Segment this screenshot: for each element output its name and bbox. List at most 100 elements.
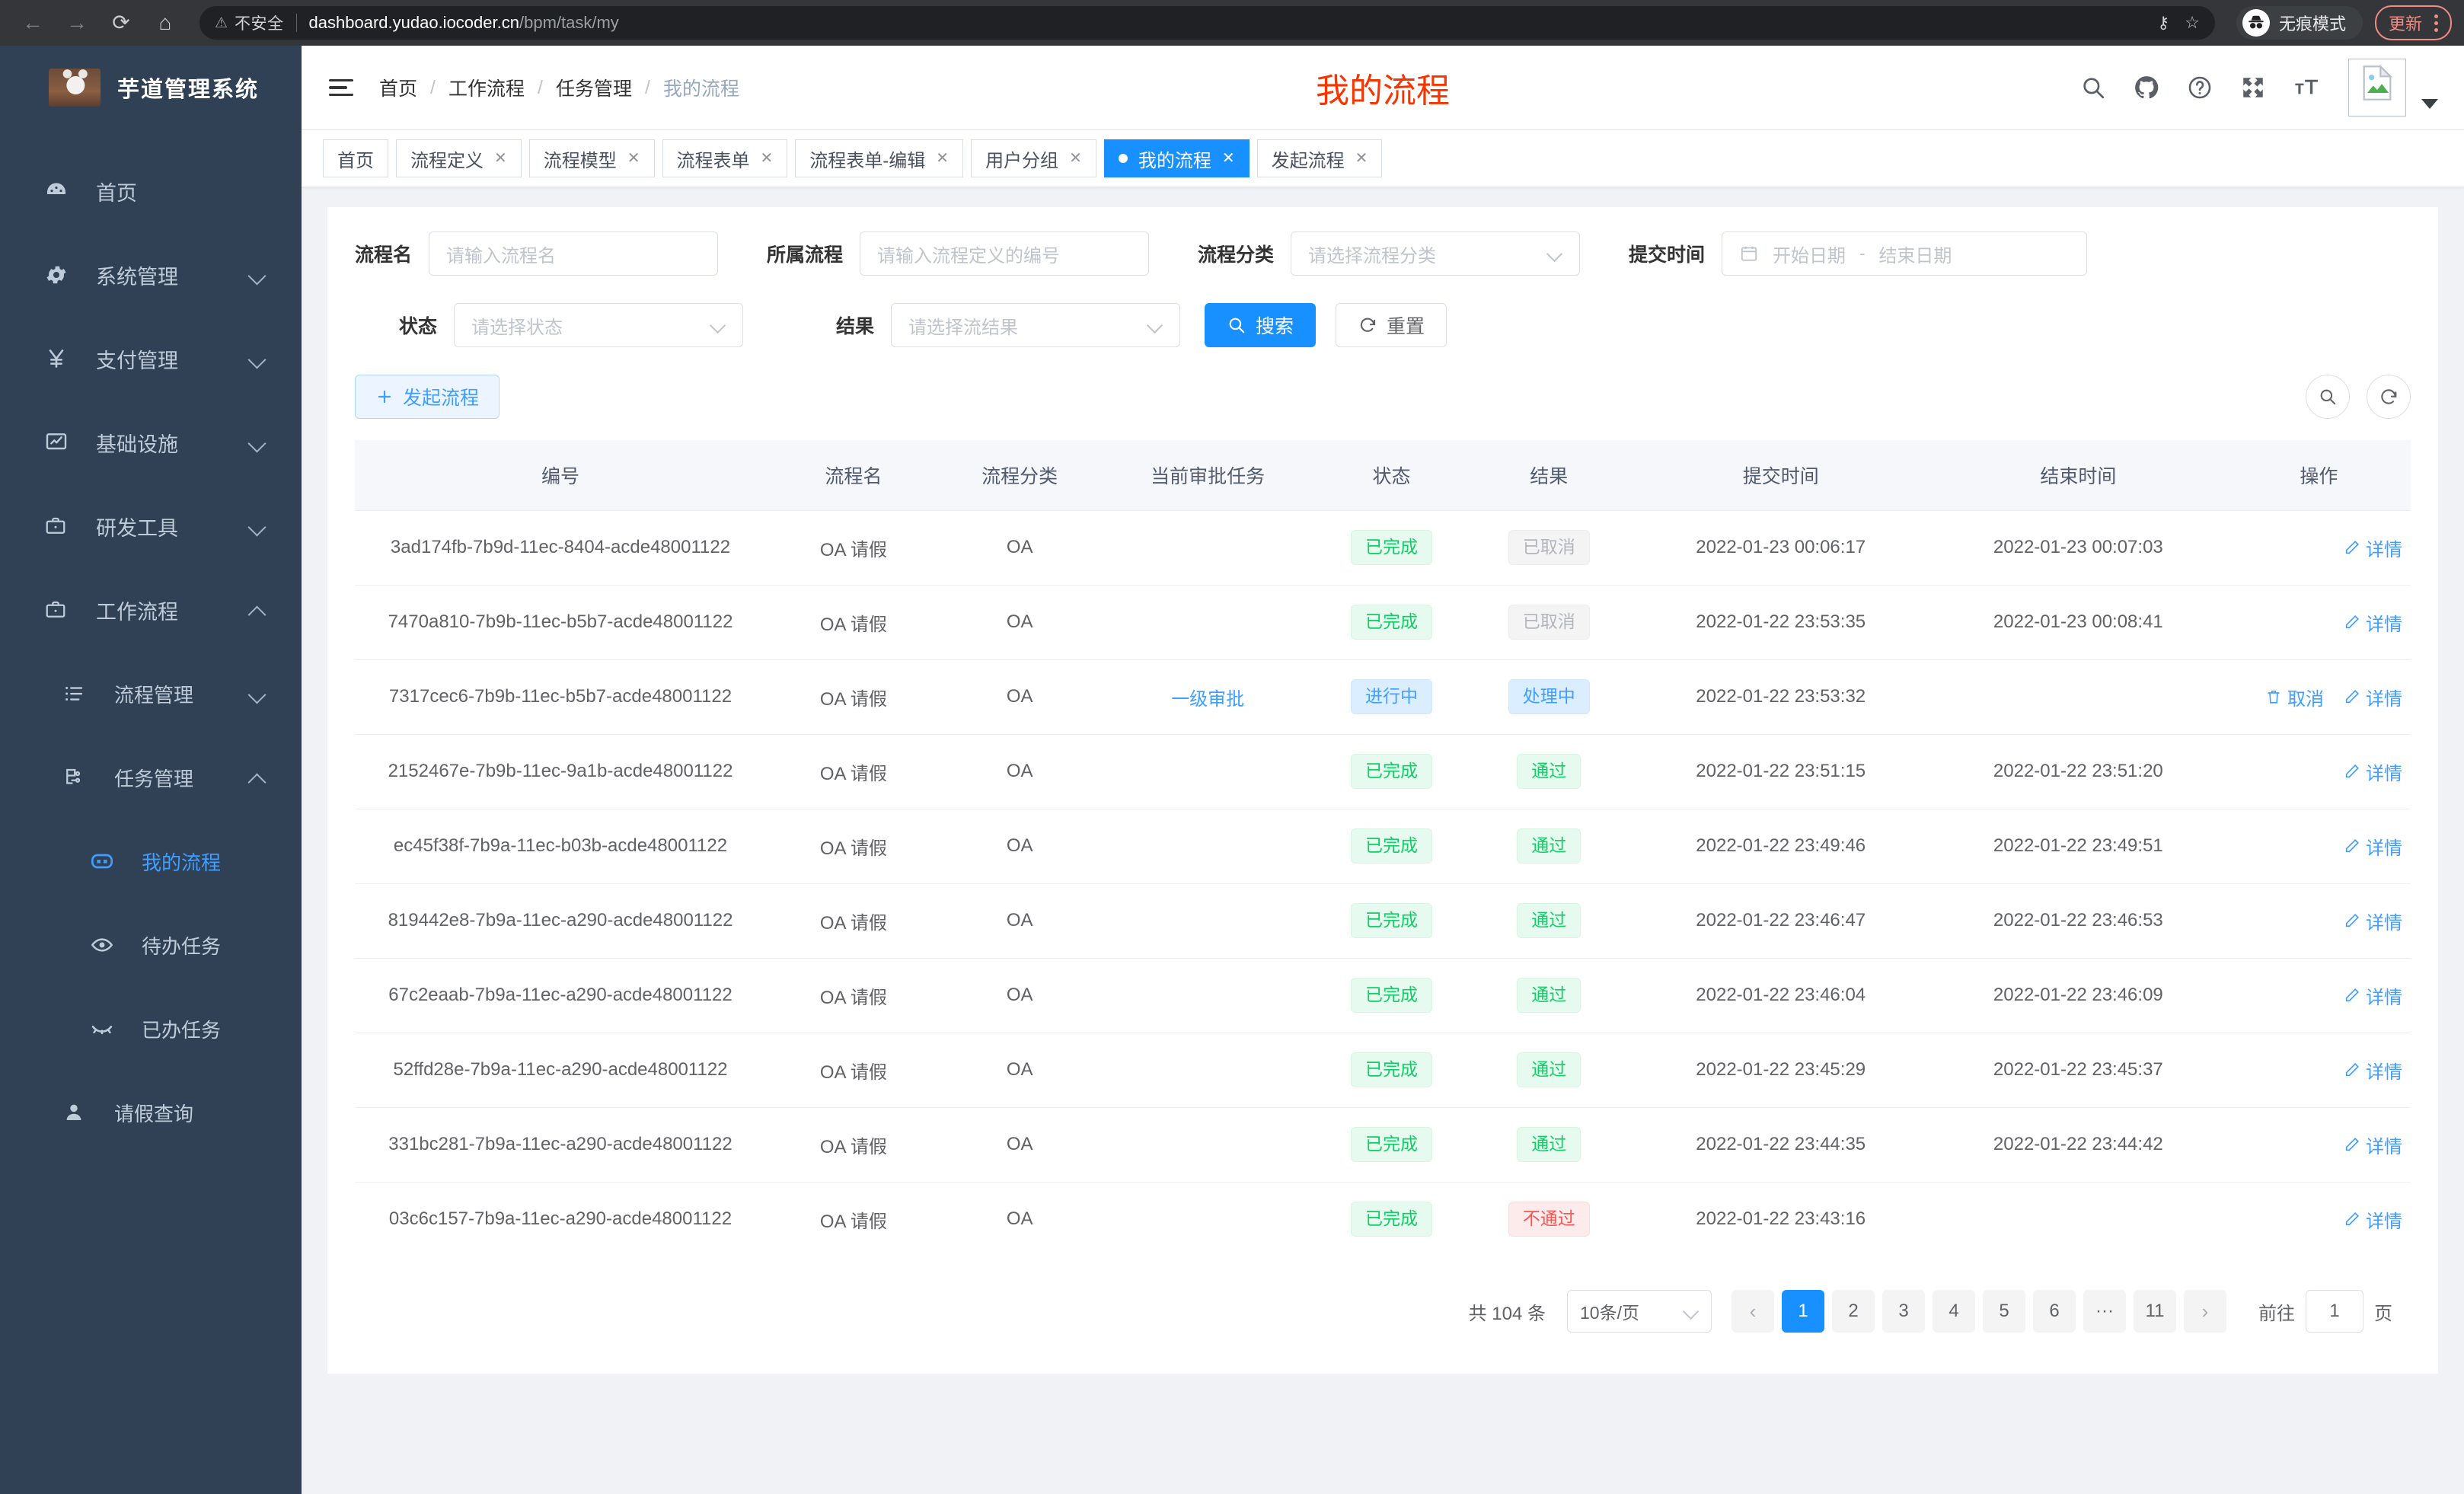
chevron-down-icon[interactable] <box>2421 99 2438 109</box>
close-icon[interactable]: ✕ <box>1069 150 1082 167</box>
process-name-input[interactable]: 请输入流程名 <box>429 231 719 276</box>
table-row[interactable]: 03c6c157-7b9a-11ec-a290-acde48001122 OA 请… <box>355 1182 2411 1256</box>
table-row[interactable]: 7317cec6-7b9b-11ec-b5b7-acde48001122 OA 请… <box>355 659 2411 735</box>
back-icon[interactable]: ← <box>22 11 43 34</box>
help-icon[interactable] <box>2187 75 2213 101</box>
page-button-3[interactable]: 3 <box>1882 1290 1925 1333</box>
update-button[interactable]: 更新 <box>2374 5 2452 40</box>
address-bar[interactable]: ⚠ 不安全 dashboard.yudao.iocoder.cn/bpm/tas… <box>199 6 2215 40</box>
table-row[interactable]: ec45f38f-7b9a-11ec-b03b-acde48001122 OA 请… <box>355 809 2411 884</box>
op-detail-button[interactable]: 详情 <box>2344 833 2402 860</box>
home-icon[interactable]: ⌂ <box>158 11 172 34</box>
op-detail-button[interactable]: 详情 <box>2344 982 2402 1009</box>
tab-process-model[interactable]: 流程模型 ✕ <box>528 139 655 177</box>
close-icon[interactable]: ✕ <box>627 150 640 167</box>
trash-icon <box>2265 688 2282 705</box>
status-select[interactable]: 请选择状态 <box>454 303 743 347</box>
sidebar-item-my-process[interactable]: 我的流程 <box>0 819 302 903</box>
op-detail-button[interactable]: 详情 <box>2344 535 2402 561</box>
incognito-indicator[interactable]: 无痕模式 <box>2236 6 2363 40</box>
breadcrumb-item[interactable]: 工作流程 <box>448 78 525 100</box>
table-row[interactable]: 67c2eaab-7b9a-11ec-a290-acde48001122 OA 请… <box>355 958 2411 1033</box>
breadcrumb-item[interactable]: 任务管理 <box>555 78 632 100</box>
refresh-icon[interactable] <box>2367 375 2411 419</box>
page-button-5[interactable]: 5 <box>1983 1290 2025 1333</box>
sidebar-item-task-manage[interactable]: 任务管理 <box>0 736 302 819</box>
result-select[interactable]: 请选择流结果 <box>891 303 1180 347</box>
sidebar-item-home[interactable]: 首页 <box>0 149 302 233</box>
table-row[interactable]: 2152467e-7b9b-11ec-9a1b-acde48001122 OA 请… <box>355 734 2411 809</box>
table-row[interactable]: 3ad174fb-7b9d-11ec-8404-acde48001122 OA 请… <box>355 510 2411 586</box>
close-icon[interactable]: ✕ <box>1221 150 1235 167</box>
close-icon[interactable]: ✕ <box>760 150 774 167</box>
cell-category: OA <box>940 659 1099 735</box>
tab-process-definition[interactable]: 流程定义 ✕ <box>396 139 522 177</box>
sidebar-item-todo-task[interactable]: 待办任务 <box>0 903 302 987</box>
close-icon[interactable]: ✕ <box>1355 150 1368 167</box>
op-detail-button[interactable]: 详情 <box>2344 609 2402 636</box>
search-icon[interactable] <box>2080 75 2106 101</box>
page-button-11[interactable]: 11 <box>2134 1290 2176 1333</box>
breadcrumb-item[interactable]: 首页 <box>379 78 418 100</box>
close-icon[interactable]: ✕ <box>494 150 507 167</box>
op-cancel-button[interactable]: 取消 <box>2265 684 2324 710</box>
create-process-button[interactable]: 发起流程 <box>355 375 500 419</box>
goto-page-input[interactable]: 1 <box>2306 1290 2363 1333</box>
page-button-6[interactable]: 6 <box>2033 1290 2076 1333</box>
current-task-link[interactable]: 一级审批 <box>1171 688 1245 710</box>
sidebar-item-workflow[interactable]: 工作流程 <box>0 568 302 652</box>
sidebar-item-infra[interactable]: 基础设施 <box>0 401 302 484</box>
tab-process-form-edit[interactable]: 流程表单-编辑 ✕ <box>795 139 964 177</box>
reset-button[interactable]: 重置 <box>1336 303 1447 347</box>
tab-process-form[interactable]: 流程表单 ✕ <box>662 139 788 177</box>
sidebar-item-process-manage[interactable]: 流程管理 <box>0 652 302 736</box>
page-size-select[interactable]: 10条/页 <box>1567 1290 1712 1333</box>
page-button-1[interactable]: 1 <box>1782 1290 1824 1333</box>
op-detail-button[interactable]: 详情 <box>2344 1057 2402 1084</box>
submit-time-daterange[interactable]: 开始日期 - 结束日期 <box>1722 231 2088 276</box>
github-icon[interactable] <box>2134 75 2159 101</box>
tab-my-process[interactable]: 我的流程 ✕ <box>1103 139 1250 177</box>
cell-end-time <box>1929 1182 2227 1256</box>
avatar[interactable] <box>2348 59 2406 117</box>
page-button-2[interactable]: 2 <box>1832 1290 1875 1333</box>
op-detail-button[interactable]: 详情 <box>2344 1206 2402 1233</box>
star-icon[interactable]: ☆ <box>2185 13 2200 32</box>
cell-result: 通过 <box>1466 809 1633 884</box>
close-icon[interactable]: ✕ <box>936 150 950 167</box>
tab-home[interactable]: 首页 <box>323 139 388 177</box>
fullscreen-icon[interactable] <box>2240 75 2266 101</box>
reload-icon[interactable]: ⟳ <box>112 11 130 34</box>
sidebar-item-done-task[interactable]: 已办任务 <box>0 987 302 1071</box>
op-detail-button[interactable]: 详情 <box>2344 758 2402 785</box>
font-size-icon[interactable] <box>2293 75 2321 101</box>
tab-start-process[interactable]: 发起流程 ✕ <box>1256 139 1383 177</box>
tab-user-group[interactable]: 用户分组 ✕ <box>971 139 1096 177</box>
table-row[interactable]: 7470a810-7b9b-11ec-b5b7-acde48001122 OA 请… <box>355 585 2411 660</box>
op-detail-button[interactable]: 详情 <box>2344 1132 2402 1158</box>
search-icon[interactable] <box>2306 375 2350 419</box>
sidebar-item-system[interactable]: 系统管理 <box>0 233 302 317</box>
sidebar-logo[interactable]: 芋道管理系统 <box>0 46 302 129</box>
sidebar-item-devtools[interactable]: 研发工具 <box>0 484 302 568</box>
forward-icon[interactable]: → <box>66 11 88 34</box>
page-ellipsis[interactable]: ··· <box>2083 1290 2126 1333</box>
table-row[interactable]: 819442e8-7b9a-11ec-a290-acde48001122 OA 请… <box>355 883 2411 959</box>
process-category-select[interactable]: 请选择流程分类 <box>1291 231 1581 276</box>
belong-process-input[interactable]: 请输入流程定义的编号 <box>860 231 1150 276</box>
page-button-4[interactable]: 4 <box>1933 1290 1975 1333</box>
sidebar-item-pay[interactable]: 支付管理 <box>0 317 302 401</box>
table-row[interactable]: 52ffd28e-7b9a-11ec-a290-acde48001122 OA 请… <box>355 1033 2411 1108</box>
sidebar-item-leave-query[interactable]: 请假查询 <box>0 1071 302 1154</box>
op-detail-button[interactable]: 详情 <box>2344 684 2402 710</box>
hamburger-icon[interactable] <box>329 78 353 97</box>
search-button[interactable]: 搜索 <box>1205 303 1317 347</box>
prev-page-button[interactable]: ‹ <box>1732 1290 1774 1333</box>
page-list: ‹ 1 2 3 4 5 6 ··· 11 › <box>1732 1290 2226 1333</box>
key-icon[interactable]: ⚷ <box>2157 13 2170 32</box>
op-detail-button[interactable]: 详情 <box>2344 908 2402 934</box>
kebab-menu-icon[interactable] <box>2430 14 2443 32</box>
table-row[interactable]: 331bc281-7b9a-11ec-a290-acde48001122 OA 请… <box>355 1107 2411 1183</box>
next-page-button[interactable]: › <box>2184 1290 2226 1333</box>
result-badge: 已取消 <box>1508 605 1590 640</box>
